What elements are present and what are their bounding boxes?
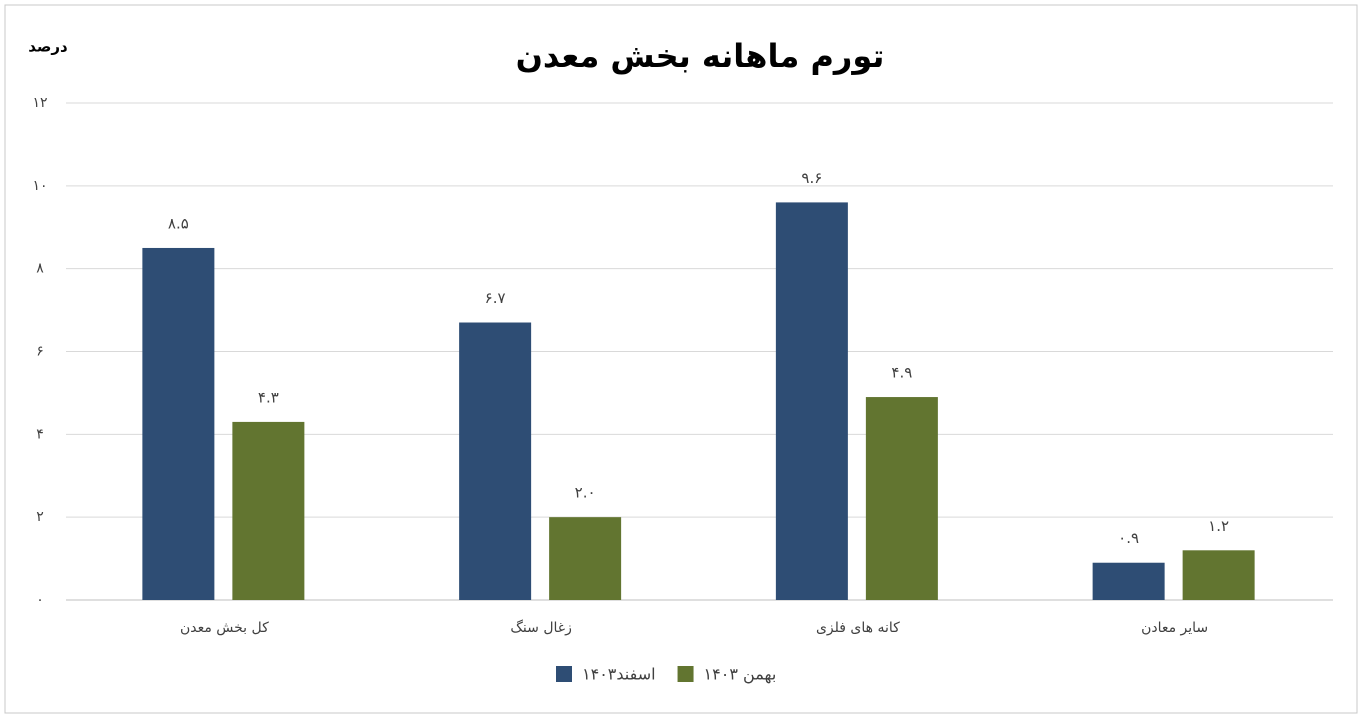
value-label: ۹.۶ xyxy=(801,169,822,187)
bar xyxy=(1182,550,1255,600)
x-tick-label: سایر معادن xyxy=(1141,620,1208,636)
value-label: ۴.۹ xyxy=(891,364,912,382)
bar xyxy=(142,247,215,601)
bar xyxy=(232,421,305,600)
y-tick-label: ۱۰ xyxy=(32,178,47,194)
legend-label: اسفند۱۴۰۳ xyxy=(582,665,656,684)
bar xyxy=(459,322,532,600)
y-tick-label: ۴ xyxy=(36,426,44,442)
y-tick-label: ۶ xyxy=(36,344,44,360)
y-tick-label: ۰ xyxy=(36,592,44,608)
value-label: ۲.۰ xyxy=(575,484,596,502)
chart-title: تورم ماهانه بخش معدن xyxy=(516,37,885,75)
bar xyxy=(1092,562,1165,600)
value-label: ۶.۷ xyxy=(485,289,506,307)
legend-swatch xyxy=(556,666,572,682)
bar xyxy=(775,202,848,600)
value-label: ۱.۲ xyxy=(1208,517,1229,535)
y-tick-label: ۱۲ xyxy=(32,95,47,111)
bar xyxy=(549,517,622,600)
value-label: ۸.۵ xyxy=(168,214,189,232)
y-tick-label: ۸ xyxy=(36,261,44,277)
x-tick-label: کانه های فلزی xyxy=(816,620,900,636)
y-tick-label: ۲ xyxy=(36,509,44,525)
value-label: ۰.۹ xyxy=(1118,529,1139,547)
value-label: ۴.۳ xyxy=(258,388,279,406)
x-tick-label: کل بخش معدن xyxy=(180,620,269,636)
bar xyxy=(865,397,938,600)
legend-label: بهمن ۱۴۰۳ xyxy=(704,665,777,685)
legend-swatch xyxy=(677,666,694,682)
x-tick-label: زغال سنگ xyxy=(510,619,571,636)
y-axis-label: درصد xyxy=(28,38,68,56)
